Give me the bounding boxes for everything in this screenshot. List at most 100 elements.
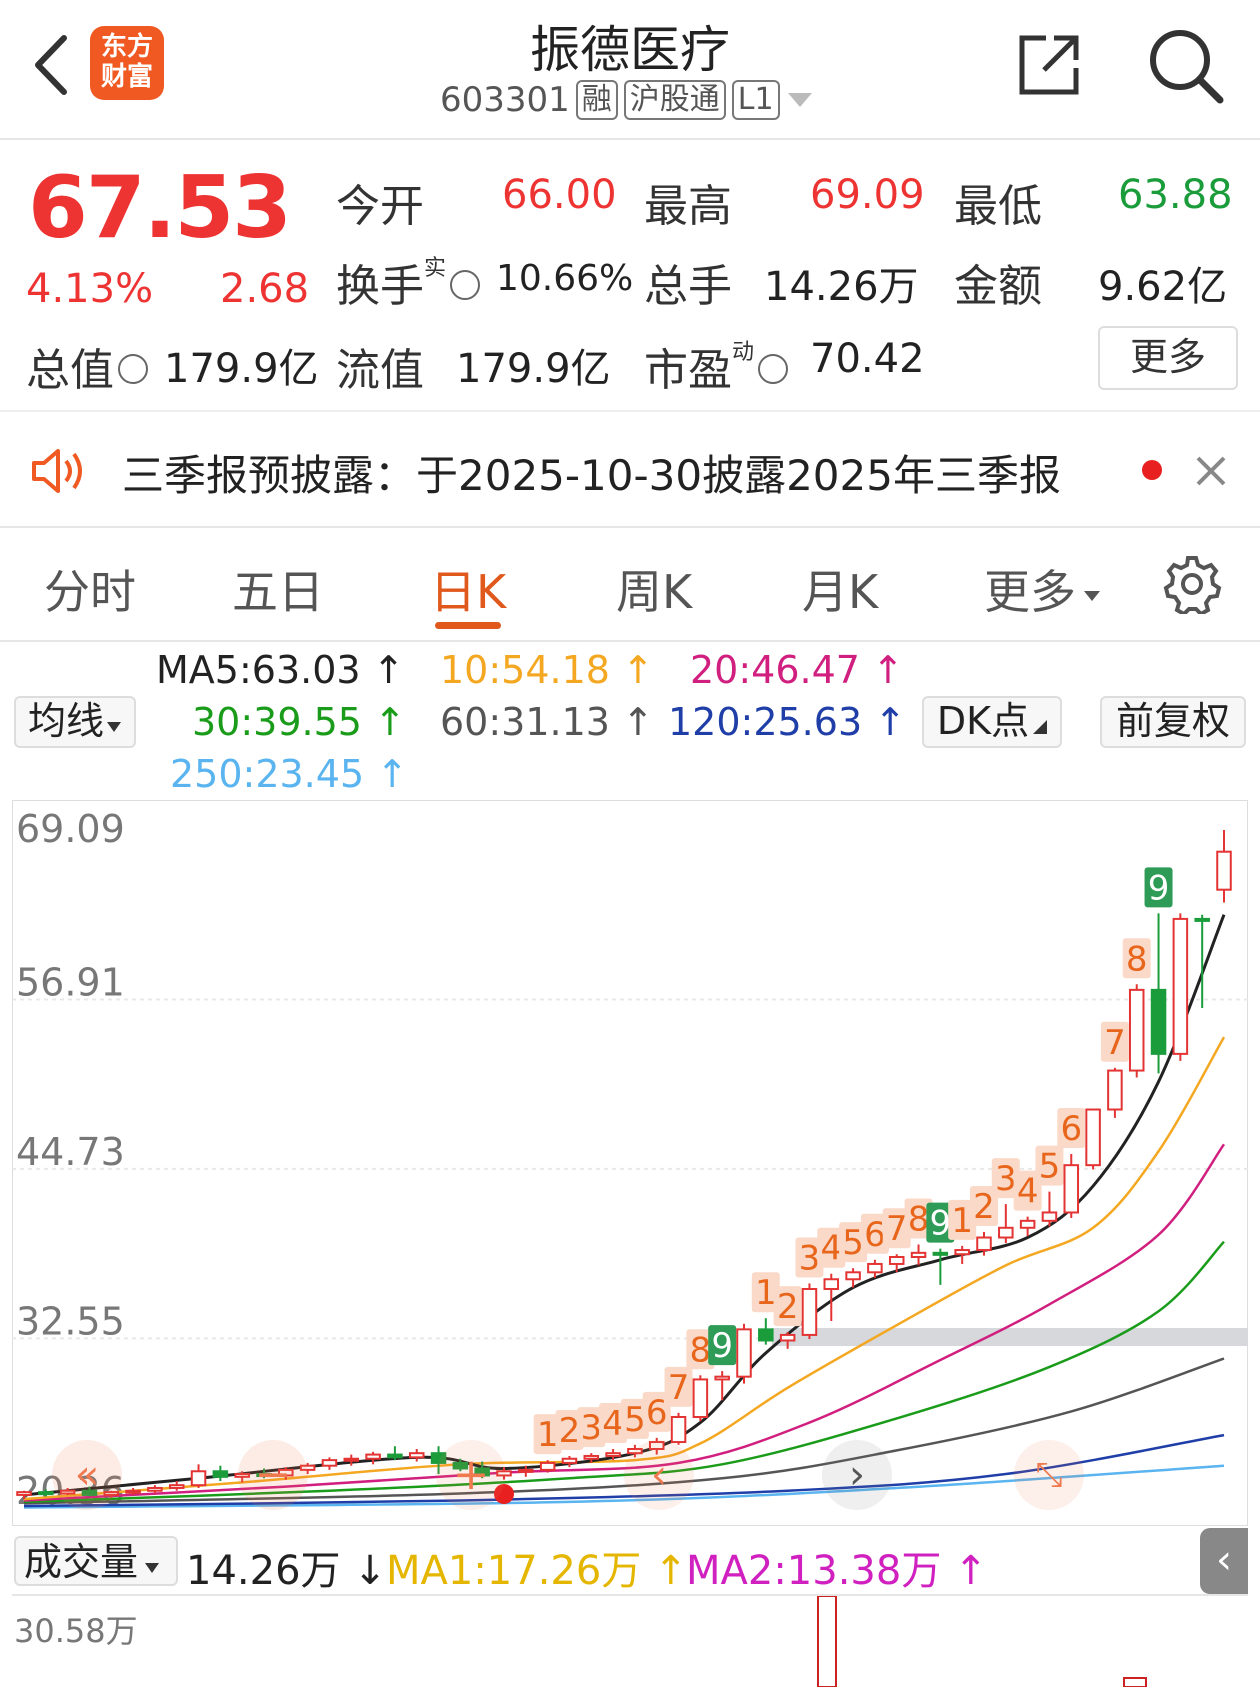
ma120-legend: 120:25.63 ↑ xyxy=(668,700,907,744)
candle-body xyxy=(976,1236,992,1252)
td-label-text: 3 xyxy=(799,1238,821,1278)
more-quote-button[interactable]: 更多 xyxy=(1098,326,1238,390)
candle-body xyxy=(16,1491,32,1496)
candle-body xyxy=(147,1486,163,1492)
td-label-box xyxy=(577,1407,606,1448)
candle-body xyxy=(845,1271,861,1281)
close-icon[interactable] xyxy=(1194,454,1228,488)
candle-body xyxy=(125,1489,141,1494)
td-label-text: 1 xyxy=(537,1415,559,1455)
share-icon[interactable] xyxy=(1016,30,1084,98)
tab-weekly-k[interactable]: 周K xyxy=(616,565,693,619)
candle-body xyxy=(256,1473,272,1478)
candle-body xyxy=(103,1491,120,1496)
fullscreen-button[interactable]: ⤡ xyxy=(1014,1440,1084,1510)
volume-ma1: MA1:17.26万 ↑ xyxy=(386,1548,688,1594)
candle-body xyxy=(59,1489,76,1495)
td-label-box xyxy=(555,1409,584,1450)
td-label-text: 7 xyxy=(668,1368,690,1408)
candle-body xyxy=(1063,1164,1080,1214)
tag-level: L1 xyxy=(731,80,780,120)
candle-body xyxy=(736,1328,752,1378)
candle-body xyxy=(1216,850,1232,891)
tab-intraday[interactable]: 分时 xyxy=(44,565,136,619)
td-label-text: 9 xyxy=(711,1326,733,1366)
candle-body xyxy=(1150,988,1167,1055)
td-label-box xyxy=(708,1325,737,1366)
settings-gear-icon[interactable] xyxy=(1162,554,1222,614)
candle-body xyxy=(714,1375,730,1381)
candle-body xyxy=(583,1454,600,1460)
td-label-text: 3 xyxy=(580,1408,602,1448)
candle-body xyxy=(496,1470,512,1477)
tab-monthly-k[interactable]: 月K xyxy=(802,565,879,619)
value-turnover: 10.66% xyxy=(496,258,634,299)
resistance-band xyxy=(772,1327,1248,1347)
td-label-box xyxy=(1144,867,1173,908)
stock-code-line[interactable]: 603301 融 沪股通 L1 xyxy=(440,80,814,120)
td-label-box xyxy=(817,1227,846,1268)
turnover-sup: 实 xyxy=(424,256,447,282)
scroll-right-button[interactable]: › xyxy=(822,1440,892,1510)
candle-body xyxy=(1107,1069,1123,1111)
y-tick-label: 56.91 xyxy=(16,960,125,1004)
candle-body xyxy=(212,1470,229,1478)
search-icon[interactable] xyxy=(1146,26,1226,106)
label-pe[interactable]: 市盈动 xyxy=(644,334,789,398)
td-label-box xyxy=(533,1414,562,1455)
candle-body xyxy=(867,1262,883,1274)
candle-body xyxy=(452,1461,469,1470)
dropdown-triangle-icon xyxy=(1084,590,1100,601)
scroll-left-button[interactable]: ‹ xyxy=(624,1440,694,1510)
tab-daily-k[interactable]: 日K xyxy=(430,565,507,619)
volume-selector[interactable]: 成交量 xyxy=(14,1536,178,1586)
td-label-box xyxy=(686,1329,715,1370)
side-panel-toggle[interactable]: ‹ xyxy=(1200,1528,1248,1594)
candle-body xyxy=(234,1473,250,1478)
tab-five-day[interactable]: 五日 xyxy=(232,565,324,619)
top-header: 东方 财富 振德医疗 603301 融 沪股通 L1 xyxy=(0,0,1260,140)
td-label-text: 5 xyxy=(624,1400,646,1440)
value-market-cap: 179.9亿 xyxy=(164,346,319,392)
scroll-left-fast-button[interactable]: « xyxy=(52,1440,122,1510)
label-market-cap[interactable]: 总值 xyxy=(26,334,148,398)
td-label-box xyxy=(991,1158,1020,1199)
back-arrow-icon[interactable] xyxy=(28,30,88,100)
td-label-text: 9 xyxy=(930,1204,952,1244)
notice-bar[interactable]: 三季报预披露：于2025-10-30披露2025年三季报 xyxy=(0,412,1260,527)
candle-body xyxy=(365,1453,381,1460)
td-label-text: 2 xyxy=(559,1411,581,1451)
zoom-in-button[interactable]: + xyxy=(436,1440,506,1510)
volume-bar xyxy=(817,1596,837,1687)
app-logo: 东方 财富 xyxy=(90,26,164,100)
value-pe: 70.42 xyxy=(810,336,925,382)
candle-body xyxy=(81,1489,98,1496)
divider xyxy=(12,1594,1248,1596)
td-label-text: 7 xyxy=(1104,1023,1126,1063)
adjust-button[interactable]: 前复权 xyxy=(1100,696,1246,748)
change-amount: 2.68 xyxy=(220,266,310,312)
double-chevron-left-icon: « xyxy=(74,1452,100,1498)
candle-body xyxy=(1019,1219,1036,1229)
corner-triangle-icon xyxy=(1033,720,1048,734)
td-label-box xyxy=(795,1237,824,1278)
label-turnover[interactable]: 换手实 xyxy=(336,250,481,314)
dk-point-button[interactable]: DK点 xyxy=(922,696,1062,748)
divider xyxy=(0,640,1260,642)
y-tick-label: 32.55 xyxy=(16,1299,125,1343)
active-tab-indicator xyxy=(435,622,501,629)
minus-icon: − xyxy=(254,1449,292,1500)
tab-more[interactable]: 更多 xyxy=(984,556,1102,622)
candle-body xyxy=(1041,1211,1058,1222)
zoom-out-button[interactable]: − xyxy=(238,1440,308,1510)
candle-body xyxy=(932,1251,949,1256)
y-tick-label: 44.73 xyxy=(16,1130,125,1174)
dropdown-triangle-icon xyxy=(145,1563,160,1573)
td-label-text: 4 xyxy=(1017,1172,1039,1212)
value-amount: 9.62亿 xyxy=(1098,264,1228,310)
ma-selector[interactable]: 均线 xyxy=(14,696,136,748)
tag-margin: 融 xyxy=(575,80,618,120)
candle-body xyxy=(430,1452,447,1464)
volume-ma2: MA2:13.38万 ↑ xyxy=(686,1548,988,1594)
